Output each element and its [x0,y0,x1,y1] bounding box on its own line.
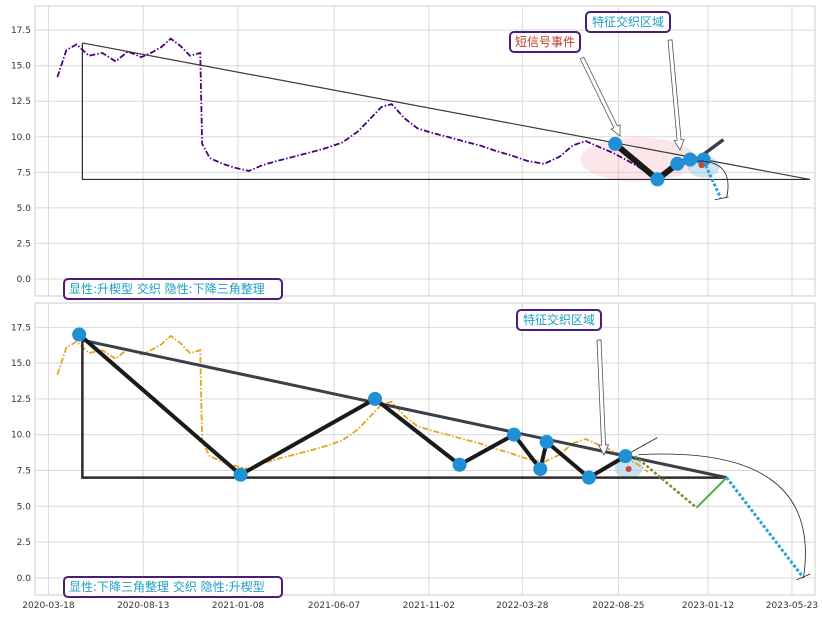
pivot-point [368,391,383,406]
y-tick-label: 12.5 [11,395,31,405]
pivot-point [533,462,548,477]
top-panel: 0.0 2.5 5.0 7.5 10.0 12.5 15.0 17.5 特征交织区域短信号事件显… [11,5,816,300]
projection-leg [695,476,728,509]
y-tick-label: 10.0 [11,431,31,441]
projection-leg [702,160,722,199]
y-tick-label: 15.0 [11,359,31,369]
pattern-label-text: 显性:下降三角整理 交织 隐性:升楔型 [69,579,265,594]
callout-text: 特征交织区域 [592,14,664,29]
callout-arrow [579,56,621,137]
projection-leg [725,476,805,579]
pivot-point [650,172,665,187]
x-tick-label: 2022-03-28 [496,601,549,611]
pattern-label-box [63,278,283,300]
callout-text: 短信号事件 [515,35,575,49]
x-tick-label: 2021-06-07 [308,601,360,611]
y-tick-label: 0.0 [17,574,32,584]
callout-text: 特征交织区域 [523,312,595,327]
triangle-pattern [81,340,727,479]
y-tick-label: 2.5 [17,239,31,249]
callout-box [585,11,671,33]
projection-bracket [714,196,729,201]
pivot-point [72,327,87,342]
callout-arrow [596,339,610,456]
pattern-label-box [63,576,283,598]
triangle-pattern [81,42,810,181]
price-series-line [56,37,649,175]
y-tick-label: 7.5 [17,466,31,476]
projection-bracket [796,573,811,581]
pivot-point [618,449,633,464]
pivot-point [670,156,685,171]
x-tick-label: 2021-11-02 [403,601,455,611]
pivot-point [608,136,623,151]
bottom-panel: 0.0 2.5 5.0 7.5 10.0 12.5 15.0 17.5 2020-03-18 20… [11,302,818,611]
projection-leg [634,455,698,509]
x-tick-label: 2020-08-13 [117,601,169,611]
callout-arrow [667,39,685,151]
callout-box [516,309,602,331]
x-tick-label: 2022-08-25 [592,601,644,611]
pivot-point [452,457,467,472]
x-tick-label: 2023-01-12 [682,601,734,611]
y-tick-label: 5.0 [17,204,32,214]
projection-arc [697,160,729,198]
x-tick-label: 2023-05-23 [766,601,818,611]
y-tick-label: 17.5 [11,26,31,36]
y-tick-label: 5.0 [17,502,32,512]
y-tick-label: 7.5 [17,168,31,178]
signal-dot [625,466,632,473]
price-series-line [56,334,649,473]
pivot-point [581,470,596,485]
pivot-point [683,152,698,167]
pivot-point [539,434,554,449]
plot-frame [34,5,816,297]
signal-dot [698,162,705,169]
callout-box [509,31,581,53]
y-tick-label: 2.5 [17,538,31,548]
projection-arc [638,453,806,578]
y-tick-label: 10.0 [11,133,31,143]
x-tick-label: 2021-01-08 [212,601,265,611]
pivot-point [233,467,248,482]
pivot-point [507,427,522,442]
y-tick-label: 17.5 [11,323,31,333]
pattern-label-text: 显性:升楔型 交织 隐性:下降三角整理 [69,281,265,296]
y-tick-label: 0.0 [17,275,32,285]
y-tick-label: 15.0 [11,62,31,72]
plot-frame [34,302,816,596]
x-tick-label: 2020-03-18 [22,601,75,611]
y-tick-label: 12.5 [11,97,31,107]
